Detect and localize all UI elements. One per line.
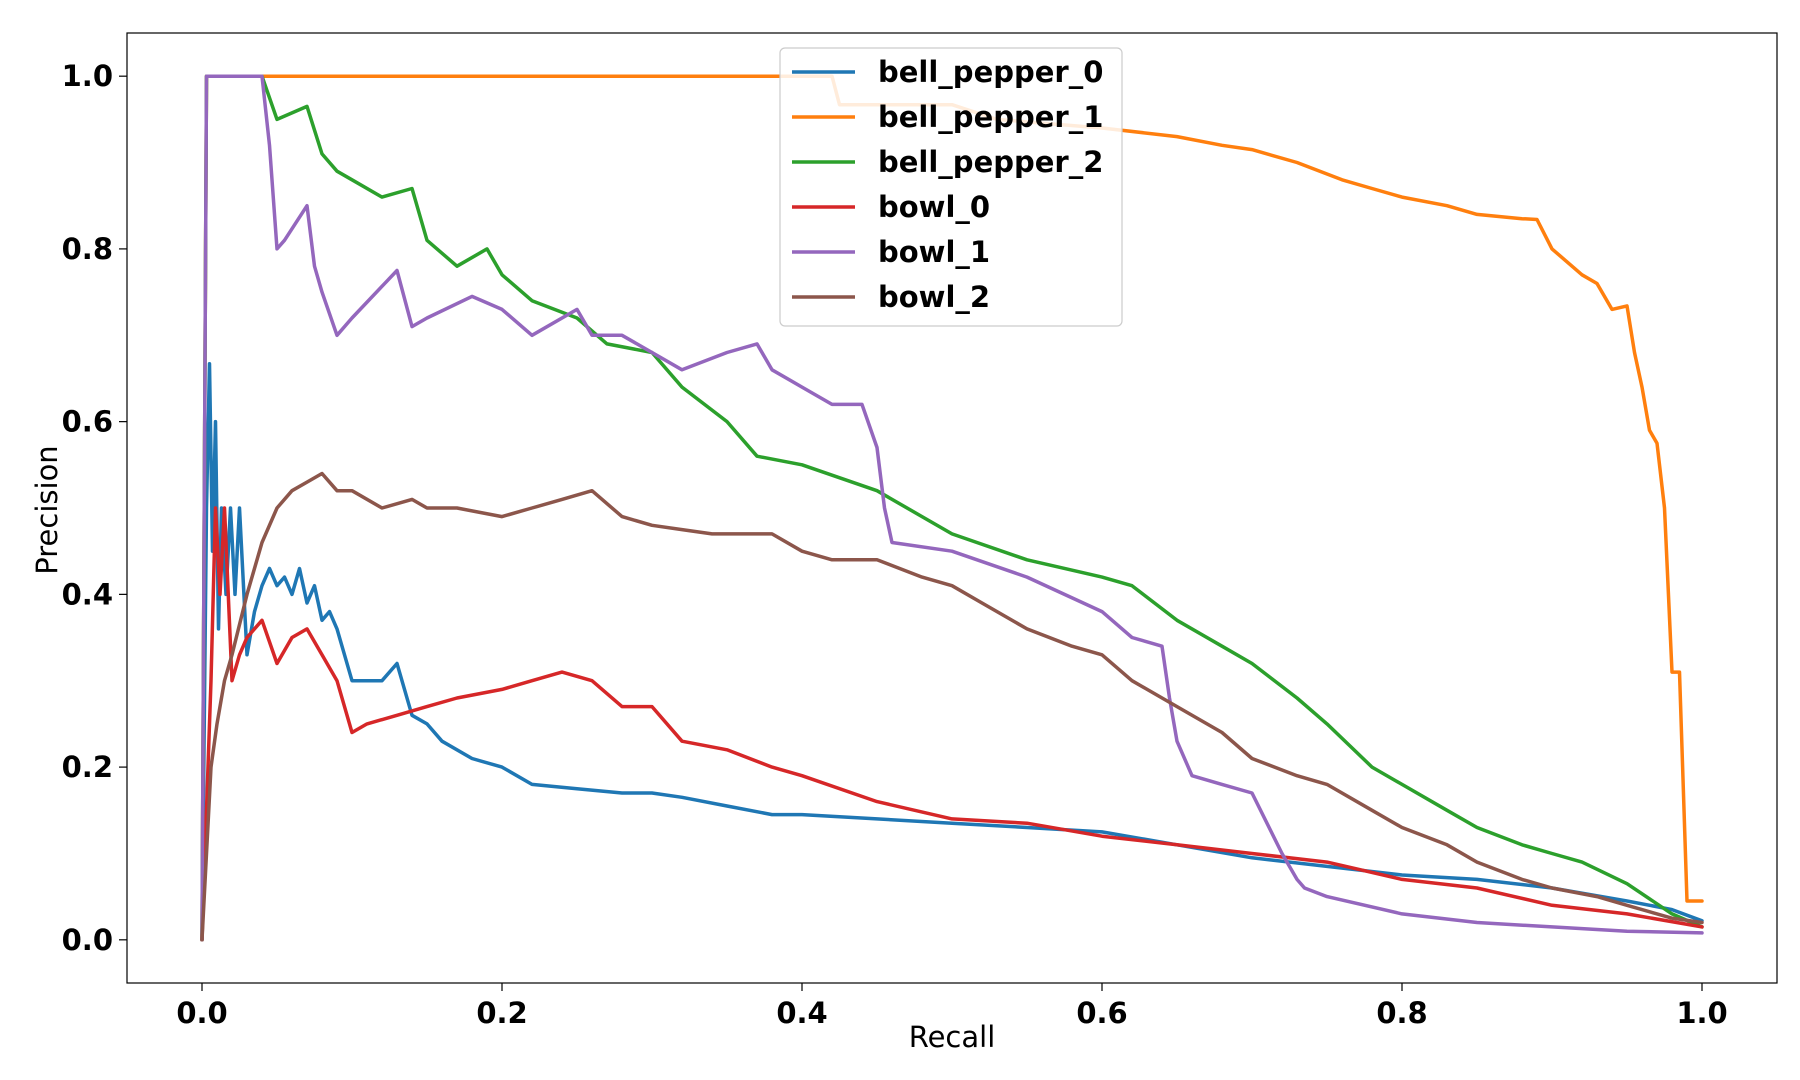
legend-label-bell-pepper-0: bell_pepper_0 bbox=[878, 55, 1103, 89]
legend-frame bbox=[779, 47, 1123, 327]
x-axis: 0.0 0.2 0.4 0.6 0.8 1.0 bbox=[176, 983, 1728, 1030]
x-tick-label: 1.0 bbox=[1676, 996, 1727, 1030]
y-tick-label: 0.4 bbox=[62, 577, 113, 611]
legend-label-bowl-1: bowl_1 bbox=[878, 235, 990, 269]
series-line-bell-pepper-0 bbox=[200, 362, 1704, 942]
y-tick-label: 0.8 bbox=[62, 232, 113, 266]
x-tick-label: 0.6 bbox=[1076, 996, 1127, 1030]
y-tick-label: 0.2 bbox=[62, 750, 113, 784]
legend-label-bell-pepper-1: bell_pepper_1 bbox=[878, 100, 1103, 134]
x-tick-label: 0.8 bbox=[1376, 996, 1427, 1030]
series-line-bowl-0 bbox=[200, 506, 1704, 942]
y-tick-label: 1.0 bbox=[62, 59, 113, 93]
x-tick-label: 0.2 bbox=[476, 996, 527, 1030]
y-tick-label: 0.6 bbox=[62, 405, 113, 439]
x-tick-label: 0.4 bbox=[776, 996, 827, 1030]
series-line-bowl-2 bbox=[200, 471, 1704, 942]
series-line-bell-pepper-2 bbox=[200, 74, 1704, 942]
series-line-bowl-1 bbox=[200, 74, 1704, 942]
y-axis: 0.0 0.2 0.4 0.6 0.8 1.0 bbox=[62, 59, 127, 957]
x-tick-label: 0.0 bbox=[176, 996, 227, 1030]
legend-label-bowl-0: bowl_0 bbox=[878, 190, 990, 224]
legend-label-bell-pepper-2: bell_pepper_2 bbox=[878, 145, 1103, 179]
legend-label-bowl-2: bowl_2 bbox=[878, 280, 990, 314]
y-axis-label: Precision bbox=[30, 445, 64, 574]
legend: bell_pepper_0 bell_pepper_1 bell_pepper_2b… bbox=[779, 47, 1123, 327]
x-axis-label: Recall bbox=[909, 1020, 996, 1054]
y-tick-label: 0.0 bbox=[62, 923, 113, 957]
